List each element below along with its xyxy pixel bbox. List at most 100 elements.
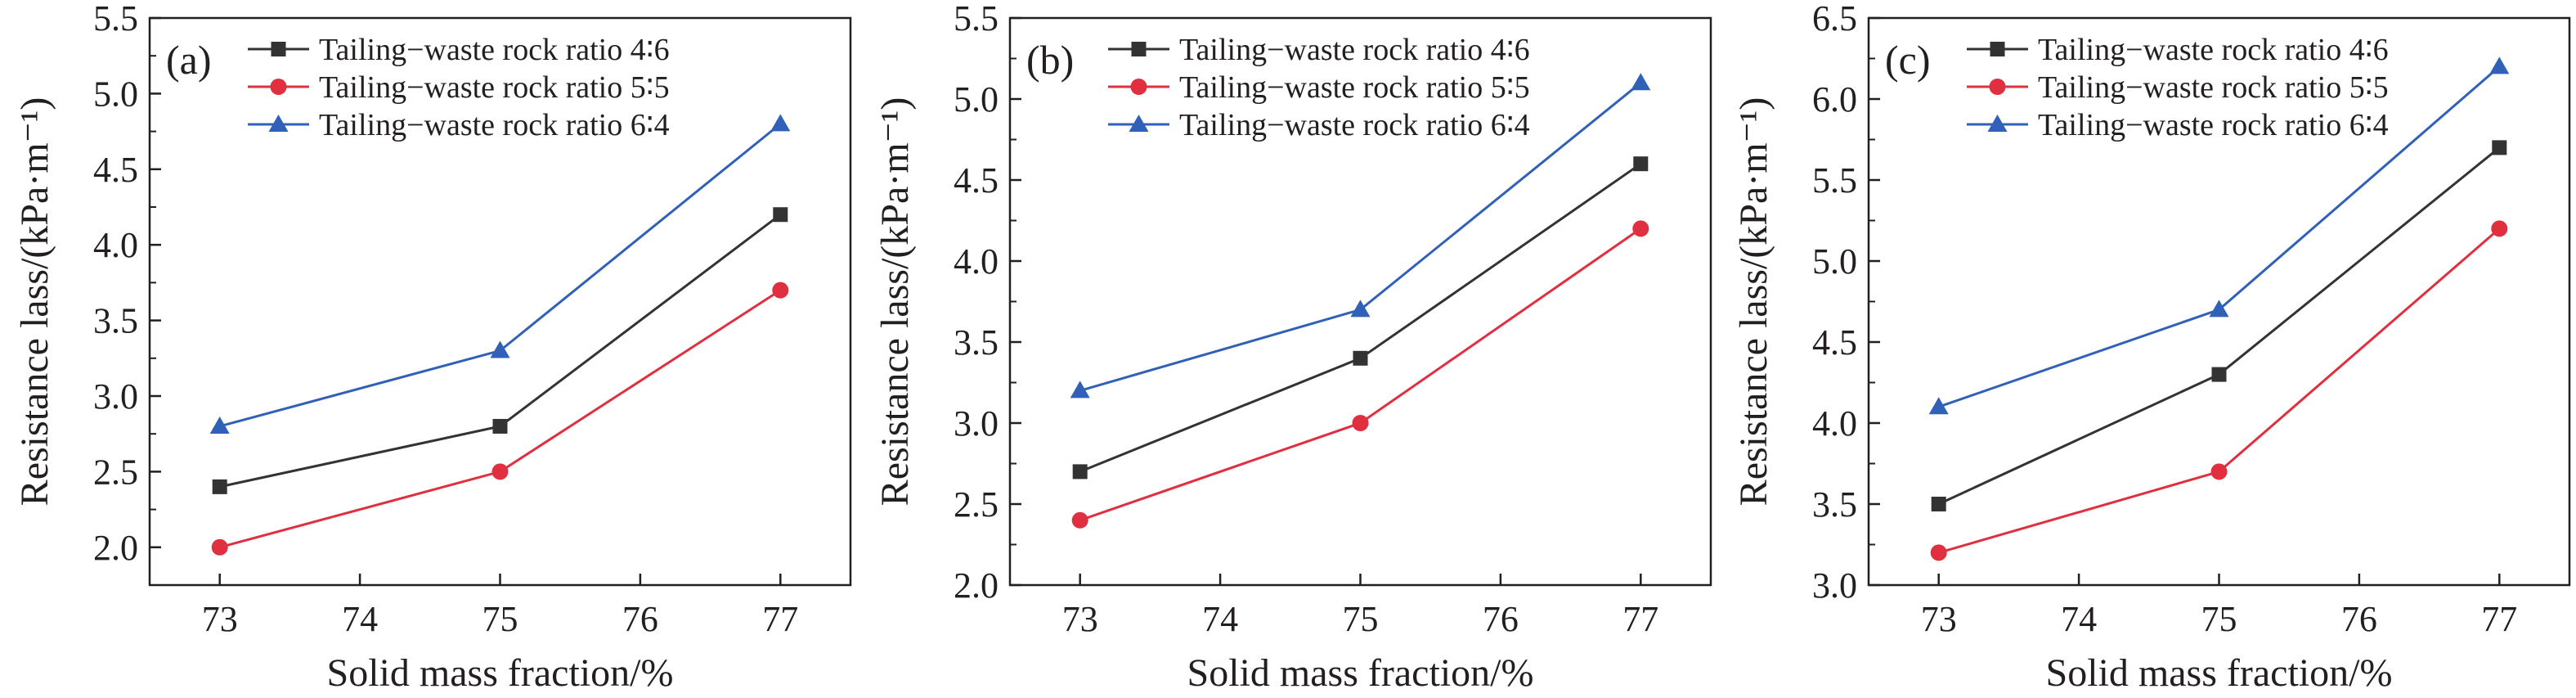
x-tick-label: 77 <box>2481 599 2517 639</box>
data-point-square <box>2211 367 2227 382</box>
y-tick-label: 4.0 <box>93 225 138 265</box>
series-1 <box>1072 156 1649 480</box>
x-tick-label: 77 <box>1622 599 1658 639</box>
x-tick-label: 76 <box>1483 599 1519 639</box>
data-point-circle <box>1989 79 2006 95</box>
y-tick-label: 5.0 <box>93 74 138 114</box>
legend: Tailing−waste rock ratio 4∶6 Tailing−wast… <box>1108 33 1530 142</box>
y-tick-label: 5.5 <box>93 0 138 38</box>
series-3 <box>209 114 791 434</box>
legend-entry: Tailing−waste rock ratio 6∶4 <box>319 108 670 142</box>
x-tick-label: 76 <box>622 599 658 639</box>
y-tick-label: 5.5 <box>1812 160 1857 200</box>
data-point-square <box>1633 156 1649 172</box>
panel-b: 73 74 75 76 77 2.0 2.5 3.0 3.5 4.0 4.5 5.0 5.5 Solid … <box>873 0 1712 695</box>
data-point-square <box>271 42 286 56</box>
data-point-circle <box>1071 511 1088 529</box>
y-tick-label: 3.0 <box>1812 565 1857 606</box>
series-1 <box>1931 140 2507 511</box>
data-point-triangle <box>1129 115 1149 132</box>
series-line <box>219 289 782 549</box>
y-tick-label: 6.5 <box>1812 0 1857 38</box>
panel-c: 73 74 75 76 77 3.0 3.5 4.0 4.5 5.0 5.5 6.0 6.5 Solid … <box>1732 0 2571 695</box>
series-3 <box>1070 73 1651 399</box>
x-tick-label: 74 <box>2061 599 2097 639</box>
legend-entry: Tailing−waste rock ratio 6∶4 <box>1179 108 1530 142</box>
data-point-triangle <box>1350 299 1371 317</box>
data-point-square <box>773 207 788 223</box>
x-tick-label: 74 <box>1202 599 1238 639</box>
x-tick-label: 73 <box>1062 599 1098 639</box>
y-tick-label: 5.5 <box>954 0 999 38</box>
series-3 <box>1928 56 2510 415</box>
y-tick-label: 2.5 <box>93 452 138 492</box>
y-tick-label: 5.0 <box>1812 241 1857 281</box>
x-tick-label: 77 <box>762 599 798 639</box>
y-axis-title: Resistance lass/(kPa·m⁻¹) <box>13 97 56 507</box>
data-point-circle <box>1130 79 1147 95</box>
data-point-square <box>1990 42 2005 56</box>
y-tick-label: 3.0 <box>954 403 999 444</box>
x-tick-label: 75 <box>2201 599 2237 639</box>
data-point-circle <box>1352 415 1369 431</box>
x-tick-label: 75 <box>482 599 518 639</box>
data-point-triangle <box>2489 56 2510 74</box>
x-tick-label: 73 <box>202 599 238 639</box>
y-tick-label: 3.5 <box>93 301 138 341</box>
data-point-triangle <box>1987 115 2008 132</box>
series-line <box>1079 227 1642 522</box>
data-point-circle <box>270 79 287 95</box>
series-line <box>1938 146 2501 506</box>
y-tick-label: 3.5 <box>954 322 999 363</box>
y-tick-label: 4.0 <box>954 241 999 281</box>
data-point-triangle <box>268 115 289 132</box>
x-axis-title: Solid mass fraction/% <box>327 651 674 695</box>
data-point-circle <box>211 538 228 556</box>
y-tick-label: 2.5 <box>954 484 999 525</box>
x-tick-label: 75 <box>1343 599 1379 639</box>
data-point-square <box>1072 464 1088 480</box>
data-point-triangle <box>490 340 510 358</box>
x-tick-label: 73 <box>1921 599 1957 639</box>
x-tick-label: 76 <box>2341 599 2377 639</box>
data-point-circle <box>1930 544 1947 561</box>
series-2 <box>1071 220 1649 529</box>
series-1 <box>212 207 788 494</box>
data-point-circle <box>491 463 509 480</box>
series-2 <box>211 281 789 556</box>
data-point-circle <box>1632 220 1649 237</box>
panel-a: 73 74 75 76 77 2.0 2.5 3.0 3.5 4.0 4.5 5.0 5.5 Solid … <box>13 0 852 695</box>
y-tick-label: 4.0 <box>1812 403 1857 444</box>
y-tick-label: 6.0 <box>1812 79 1857 119</box>
legend-entry: Tailing−waste rock ratio 6∶4 <box>2038 108 2389 142</box>
data-point-square <box>1131 42 1147 56</box>
legend: Tailing−waste rock ratio 4∶6Tailing−wast… <box>248 33 670 142</box>
data-point-circle <box>2210 463 2228 480</box>
panel-label: (a) <box>166 37 212 83</box>
y-tick-label: 4.5 <box>1812 322 1857 363</box>
y-tick-label: 3.0 <box>93 376 138 417</box>
y-tick-label: 4.5 <box>93 150 138 190</box>
x-axis-title: Solid mass fraction/% <box>2046 651 2393 695</box>
data-point-circle <box>772 281 789 299</box>
panel-label: (b) <box>1026 37 1074 83</box>
data-point-square <box>2492 140 2507 155</box>
data-point-triangle <box>1928 397 1949 415</box>
series-line <box>1938 227 2501 554</box>
series-2 <box>1930 220 2508 561</box>
x-tick-label: 74 <box>342 599 378 639</box>
y-tick-label: 2.0 <box>954 565 999 606</box>
legend-entry: Tailing−waste rock ratio 4∶6 <box>1179 33 1530 67</box>
y-tick-label: 2.0 <box>93 528 138 568</box>
y-axis-title: Resistance lass/(kPa·m⁻¹) <box>1732 97 1775 507</box>
data-point-square <box>1931 497 1946 511</box>
data-point-triangle <box>770 114 791 132</box>
data-point-triangle <box>1070 381 1090 399</box>
y-tick-label: 5.0 <box>954 79 999 119</box>
data-point-square <box>492 418 508 434</box>
data-point-square <box>1353 350 1368 366</box>
y-tick-label: 3.5 <box>1812 484 1857 525</box>
data-point-square <box>212 479 227 494</box>
series-line <box>219 123 782 428</box>
